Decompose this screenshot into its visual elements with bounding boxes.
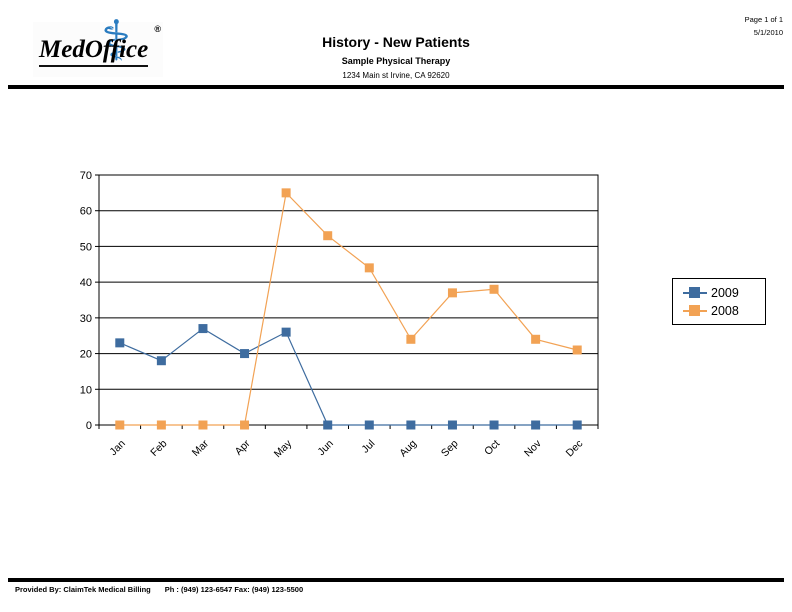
series-2009-marker-mar bbox=[198, 324, 208, 334]
plot-border bbox=[98, 174, 599, 426]
series-2008-marker-nov bbox=[531, 334, 541, 344]
x-tick-label-sep: Sep bbox=[439, 438, 461, 460]
caduceus-icon: ⚕ bbox=[101, 9, 132, 74]
logo-inner: ⚕ MedOffice ® bbox=[33, 14, 163, 77]
y-tick-label: 20 bbox=[80, 349, 92, 361]
x-tick-label-jan: Jan bbox=[107, 438, 128, 459]
series-2009-marker-oct bbox=[489, 420, 499, 430]
y-tick-label: 10 bbox=[80, 384, 92, 396]
series-2009-marker-dec bbox=[572, 420, 582, 430]
y-tick-label: 40 bbox=[80, 277, 92, 289]
series-2008-marker-sep bbox=[447, 288, 457, 298]
chart-legend: 2009 2008 bbox=[672, 278, 766, 325]
header-rule bbox=[8, 85, 784, 89]
chart-svg: 0 10 20 30 40 50 60 70 Jan Feb Mar Apr May Jun Jul Aug S… bbox=[80, 170, 599, 460]
report-date: 5/1/2010 bbox=[753, 28, 783, 37]
series-2008-marker-may bbox=[281, 188, 291, 198]
page-title: History - New Patients bbox=[322, 34, 470, 50]
series-2009-line bbox=[119, 327, 578, 426]
page-number: Page 1 of 1 bbox=[744, 15, 783, 24]
legend-item-2009: 2009 bbox=[683, 285, 765, 300]
x-tick-label-nov: Nov bbox=[522, 437, 544, 459]
legend-item-2008: 2008 bbox=[683, 303, 765, 318]
x-tick-label-dec: Dec bbox=[564, 438, 586, 460]
y-tick-label: 30 bbox=[80, 313, 92, 325]
title-block: History - New Patients Sample Physical T… bbox=[0, 34, 792, 80]
series-2008-marker-jun bbox=[323, 231, 333, 241]
x-tick-label-feb: Feb bbox=[148, 438, 169, 459]
legend-marker-line bbox=[683, 304, 707, 316]
x-tick-label-apr: Apr bbox=[233, 437, 253, 457]
x-tick-label-may: May bbox=[272, 437, 295, 460]
page-meta: Page 1 of 1 5/1/2010 bbox=[745, 13, 783, 39]
series-2008-marker-aug bbox=[406, 334, 416, 344]
medoffice-logo: ⚕ MedOffice ® bbox=[33, 14, 163, 77]
provided-by-text: Provided By: ClaimTek Medical Billing bbox=[15, 585, 151, 594]
series-2009-marker-feb bbox=[156, 356, 166, 366]
footer-text: Provided By: ClaimTek Medical Billing Ph … bbox=[15, 585, 317, 594]
legend-marker-square bbox=[689, 304, 700, 316]
footer-rule bbox=[8, 578, 784, 582]
legend-label: 2009 bbox=[711, 285, 739, 300]
y-tick-label: 50 bbox=[80, 241, 92, 253]
series-2009-marker-jul bbox=[364, 420, 374, 430]
legend-marker-square bbox=[689, 286, 700, 298]
series-2008-marker-apr bbox=[240, 420, 250, 430]
series-2009-marker-jun bbox=[323, 420, 333, 430]
series-2009-marker-sep bbox=[447, 420, 457, 430]
contact-text: Ph : (949) 123-6547 Fax: (949) 123-5500 bbox=[164, 585, 304, 594]
practice-name: Sample Physical Therapy bbox=[341, 56, 451, 66]
series-2009-marker-aug bbox=[406, 420, 416, 430]
series-2008-marker-feb bbox=[156, 420, 166, 430]
x-tick-label-jul: Jul bbox=[359, 438, 377, 456]
series-2008-marker-jan bbox=[115, 420, 125, 430]
series-2009-marker-nov bbox=[531, 420, 541, 430]
series-2009-marker-apr bbox=[240, 349, 250, 359]
series-2008-line bbox=[119, 191, 578, 426]
series-2009-marker-jan bbox=[115, 338, 125, 348]
x-tick-label-aug: Aug bbox=[397, 438, 419, 460]
legend-label: 2008 bbox=[711, 303, 739, 318]
y-tick-label: 60 bbox=[80, 206, 92, 218]
x-tick-label-jun: Jun bbox=[315, 438, 336, 459]
practice-address: 1234 Main st Irvine, CA 92620 bbox=[342, 71, 450, 80]
x-tick-label-oct: Oct bbox=[482, 438, 502, 458]
series-2008-marker-dec bbox=[572, 345, 582, 355]
y-tick-label: 0 bbox=[86, 420, 92, 432]
series-2008-marker-jul bbox=[364, 263, 374, 273]
series-2009-marker-may bbox=[281, 327, 291, 337]
series-2008-marker-oct bbox=[489, 284, 499, 294]
series-2008-marker-mar bbox=[198, 420, 208, 430]
x-tick-label-mar: Mar bbox=[190, 437, 212, 459]
y-tick-label: 70 bbox=[80, 170, 92, 182]
legend-marker-line bbox=[683, 286, 707, 298]
registered-trademark-icon: ® bbox=[154, 24, 161, 34]
logo-text: MedOffice bbox=[39, 36, 149, 67]
